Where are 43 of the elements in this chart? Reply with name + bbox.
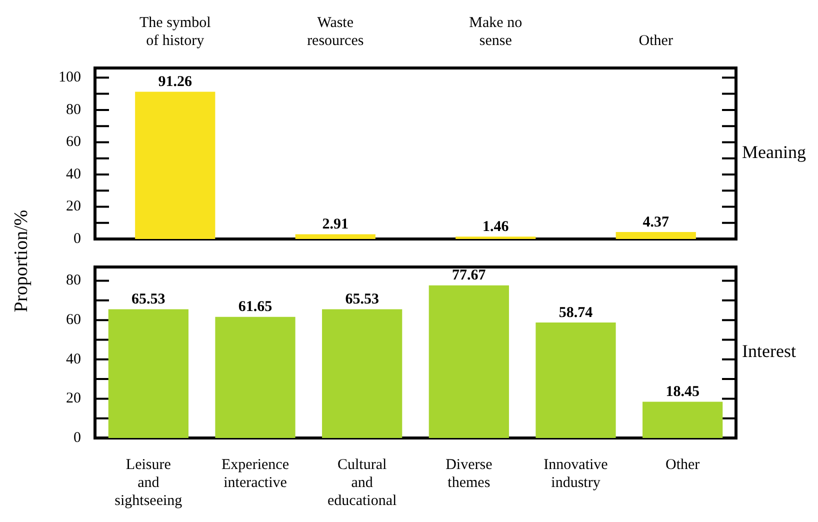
y-tick-label: 0 [74,230,81,247]
bar [295,234,376,239]
bar [215,316,296,438]
x-tick-label: Leisure and sightseeing [114,456,183,509]
y-tick-label: 60 [66,312,81,328]
data-label: 1.46 [482,219,510,236]
x-tick-label: Experience interactive [222,456,290,491]
bar [135,92,216,239]
bar [322,309,402,438]
data-label: 2.91 [322,216,348,233]
y-tick-label: 60 [66,134,81,150]
data-label: 58.74 [558,304,594,321]
data-label: 18.45 [666,384,700,400]
bar [616,232,696,239]
data-label: 65.53 [345,292,379,308]
y-tick-label: 40 [66,166,81,182]
x-tick-label: Diverse themes [446,456,493,491]
x-tick-label: Innovative industry [544,456,608,491]
y-tick-label: 0 [74,430,81,446]
x-tick-label: Other [666,456,700,473]
y-tick-label: 100 [58,70,81,86]
data-label: 61.65 [238,299,272,316]
y-tick-label: 20 [66,198,81,215]
y-tick-label: 80 [66,272,81,289]
bar [642,402,723,438]
bar [536,322,616,438]
text: Meaning [742,142,806,162]
y-tick-label: 80 [66,102,81,118]
bar [428,285,509,438]
x-tick-label: Make no sense [469,14,522,49]
x-tick-label: Cultural and educational [328,456,397,509]
y-tick-label: 20 [66,390,81,407]
y-axis-title: Proportion/% [11,210,33,312]
data-label: 4.37 [642,214,670,230]
text: Interest [742,341,796,362]
data-label: 77.67 [452,268,486,284]
data-label: 65.53 [132,292,166,308]
bar [108,309,188,438]
x-tick-label: Other [638,32,673,49]
x-tick-label: Waste resources [307,14,364,49]
x-tick-label: The symbol of history [140,14,211,49]
y-tick-label: 40 [66,351,81,368]
data-label: 91.26 [158,74,192,90]
